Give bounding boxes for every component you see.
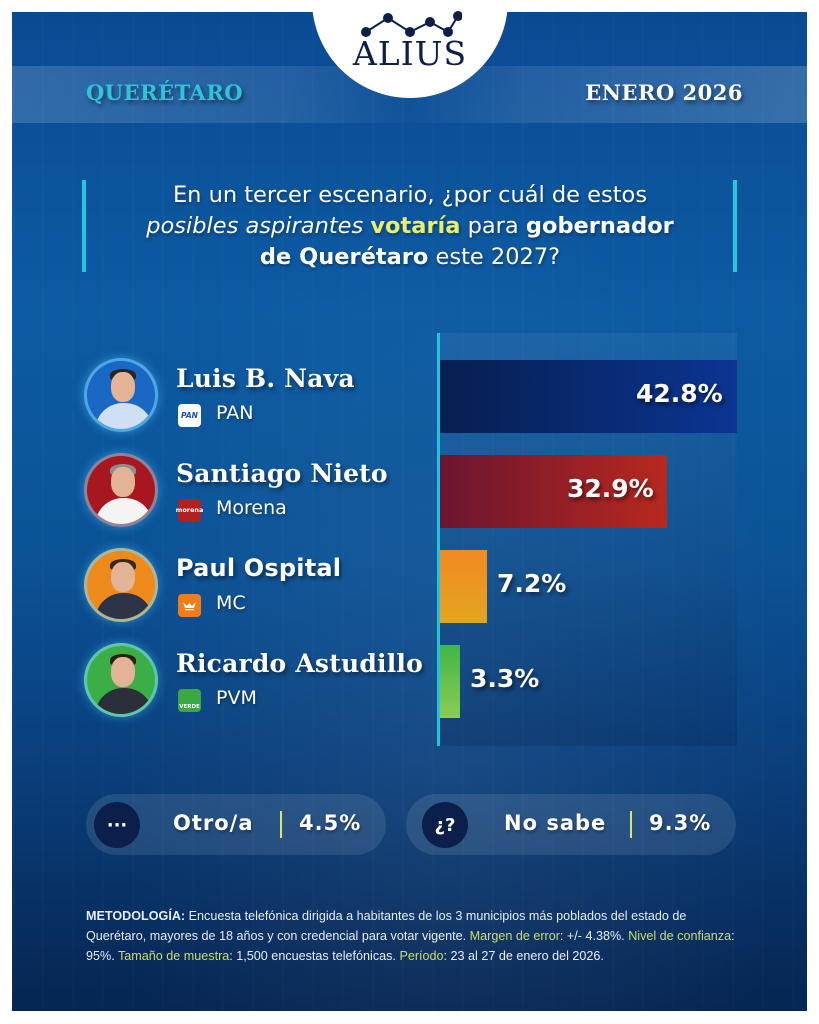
region-label: QUERÉTARO	[86, 80, 244, 105]
candidate-name: Luis B. Nava	[176, 364, 355, 393]
party-name: Morena	[216, 497, 287, 519]
candidate-name: Ricardo Astudillo	[176, 649, 423, 678]
bar-value: 32.9%	[567, 474, 654, 503]
candidate-name: Paul Ospital	[176, 554, 342, 582]
infographic-card	[12, 12, 807, 1011]
avatar	[84, 453, 158, 527]
bar-value: 3.3%	[470, 664, 540, 693]
other-label: Otro/a	[173, 811, 254, 835]
other-value: 4.5%	[299, 811, 362, 835]
avatar	[84, 548, 158, 622]
other-pill: ··· Otro/a 4.5%	[86, 794, 386, 855]
bar-value: 42.8%	[636, 379, 723, 408]
candidate-row-astudillo: Ricardo Astudillo VERDE PVM	[84, 643, 424, 721]
bar-nava	[440, 360, 737, 433]
chart-axis	[437, 333, 440, 746]
question-accent-right	[733, 180, 737, 272]
ellipsis-icon: ···	[94, 802, 140, 848]
verde-logo-icon: VERDE	[178, 689, 201, 712]
question-accent-left	[82, 180, 86, 272]
avatar	[84, 358, 158, 432]
party-name: PVM	[216, 687, 257, 709]
bar-nieto	[440, 455, 667, 528]
pan-logo-icon: PAN	[178, 404, 201, 427]
question-icon: ¿?	[422, 802, 468, 848]
question-text: En un tercer escenario, ¿por cuál de est…	[146, 182, 674, 270]
line-chart-dots-icon	[361, 11, 462, 37]
candidate-row-nava: Luis B. Nava PAN PAN	[84, 358, 424, 436]
candidate-row-ospital: Paul Ospital MC	[84, 548, 424, 626]
dont-know-pill: ¿? No sabe 9.3%	[406, 794, 736, 855]
bar-astudillo	[440, 645, 460, 718]
party-name: MC	[216, 592, 246, 614]
logo-text: ALIUS	[352, 34, 468, 73]
date-label: ENERO 2026	[585, 80, 743, 105]
separator	[630, 811, 632, 838]
bar-value: 7.2%	[497, 569, 567, 598]
bar-ospital	[440, 550, 487, 623]
alius-logo: ALIUS	[340, 8, 480, 78]
party-name: PAN	[216, 402, 254, 424]
separator	[280, 811, 282, 838]
eagle-icon	[183, 601, 196, 610]
dont-know-value: 9.3%	[649, 811, 712, 835]
mc-eagle-logo-icon	[178, 594, 201, 617]
dont-know-label: No sabe	[504, 811, 607, 835]
morena-logo-icon: morena	[176, 499, 203, 522]
avatar	[84, 643, 158, 717]
candidate-row-nieto: Santiago Nieto morena Morena	[84, 453, 424, 531]
candidate-name: Santiago Nieto	[176, 459, 388, 488]
methodology-note: METODOLOGÍA: Encuesta telefónica dirigid…	[86, 909, 735, 963]
